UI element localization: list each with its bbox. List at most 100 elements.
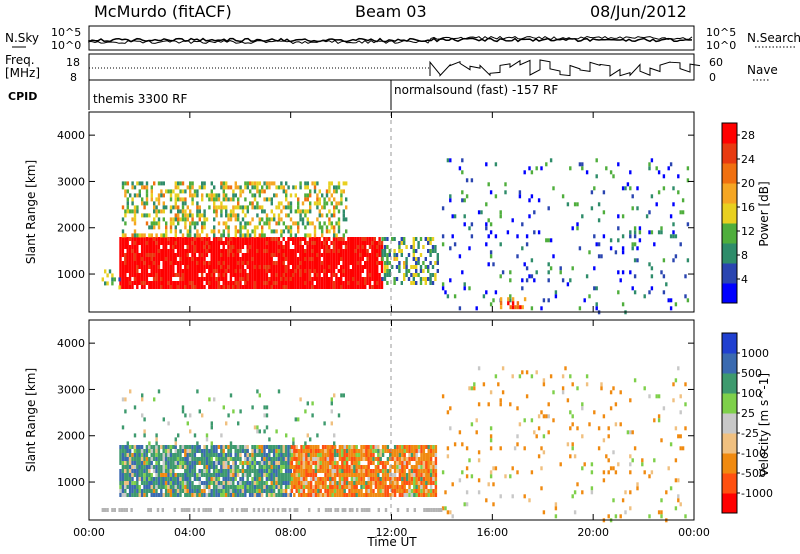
power-cell bbox=[169, 245, 173, 249]
power-cell bbox=[366, 257, 369, 261]
velocity-cell bbox=[509, 402, 512, 407]
power-cell bbox=[241, 253, 245, 257]
velocity-cell bbox=[401, 461, 404, 465]
power-cell bbox=[212, 245, 216, 249]
power-cell bbox=[595, 306, 598, 311]
power-cell bbox=[217, 257, 221, 261]
power-cell bbox=[213, 193, 216, 198]
power-cell bbox=[181, 249, 185, 253]
power-cell bbox=[162, 241, 165, 245]
velocity-cell bbox=[415, 457, 418, 461]
power-cell bbox=[595, 286, 598, 291]
power-cell bbox=[311, 265, 314, 269]
power-cell bbox=[203, 221, 206, 226]
velocity-cell bbox=[362, 445, 366, 449]
velocity-cell bbox=[126, 465, 129, 469]
velocity-cell bbox=[126, 481, 129, 485]
power-cell bbox=[633, 274, 637, 279]
power-cell bbox=[325, 229, 329, 234]
velocity-cell bbox=[140, 493, 144, 497]
velocity-cell bbox=[265, 425, 269, 430]
power-cell bbox=[244, 269, 247, 273]
power-cell bbox=[236, 257, 240, 261]
velocity-cell bbox=[355, 445, 358, 449]
power-cell bbox=[398, 241, 401, 245]
power-cell bbox=[282, 257, 285, 261]
velocity-cell bbox=[244, 449, 247, 453]
power-cell bbox=[446, 158, 450, 163]
velocity-cell bbox=[234, 485, 237, 489]
power-cell bbox=[119, 249, 122, 253]
power-cell bbox=[136, 241, 139, 245]
velocity-cell bbox=[309, 465, 313, 469]
power-cell bbox=[368, 245, 372, 249]
power-cell bbox=[470, 222, 474, 227]
velocity-cell bbox=[133, 461, 137, 465]
power-cell bbox=[631, 206, 634, 211]
velocity-cell bbox=[353, 485, 356, 489]
power-cell bbox=[184, 237, 187, 241]
power-cell bbox=[533, 278, 536, 283]
velocity-cell bbox=[345, 449, 349, 453]
velocity-cell bbox=[184, 449, 187, 453]
velocity-cell bbox=[391, 453, 394, 457]
power-cell bbox=[530, 274, 534, 279]
power-cell bbox=[337, 249, 340, 253]
power-cell bbox=[101, 277, 104, 282]
power-cell bbox=[210, 281, 213, 285]
velocity-cell bbox=[497, 382, 500, 387]
power-cell bbox=[172, 273, 175, 277]
power-cell bbox=[181, 281, 185, 285]
power-cell bbox=[299, 285, 302, 289]
velocity-cell bbox=[200, 481, 204, 485]
power-cell bbox=[412, 245, 415, 249]
velocity-cell bbox=[360, 489, 363, 493]
power-cell bbox=[325, 245, 328, 249]
power-cell bbox=[463, 282, 466, 287]
power-cell bbox=[258, 233, 261, 238]
power-cell bbox=[270, 253, 273, 257]
power-cell bbox=[304, 257, 307, 261]
power-cell bbox=[167, 257, 170, 261]
velocity-cell bbox=[357, 493, 361, 497]
power-cell bbox=[246, 277, 249, 281]
power-cell bbox=[395, 257, 399, 261]
velocity-cell bbox=[393, 469, 397, 473]
velocity-cell bbox=[305, 485, 308, 489]
power-cell bbox=[131, 237, 134, 241]
power-cell bbox=[337, 181, 341, 186]
power-cell bbox=[162, 201, 165, 206]
velocity-cell bbox=[516, 434, 519, 439]
power-cell bbox=[280, 253, 283, 257]
ground-scatter-cell bbox=[428, 508, 431, 512]
power-cell bbox=[549, 266, 553, 271]
velocity-cell bbox=[133, 433, 137, 438]
velocity-cell bbox=[345, 445, 349, 449]
power-cell bbox=[412, 281, 415, 285]
power-cell bbox=[650, 194, 654, 199]
velocity-cell bbox=[489, 470, 493, 475]
power-cell bbox=[376, 253, 379, 257]
ground-scatter-cell bbox=[204, 508, 208, 512]
velocity-cell bbox=[305, 461, 308, 465]
velocity-cell bbox=[362, 449, 366, 453]
velocity-cell bbox=[324, 489, 327, 493]
power-cell bbox=[196, 249, 199, 253]
velocity-cell bbox=[155, 485, 158, 489]
velocity-cell bbox=[217, 469, 221, 473]
velocity-cell bbox=[186, 449, 189, 453]
velocity-cell bbox=[393, 473, 397, 477]
velocity-cell bbox=[282, 473, 285, 477]
power-cell bbox=[373, 241, 376, 245]
power-cell bbox=[547, 206, 550, 211]
power-cell bbox=[265, 285, 269, 289]
power-cell bbox=[136, 193, 139, 198]
power-cell bbox=[196, 277, 199, 281]
velocity-cell bbox=[434, 453, 438, 457]
power-cell bbox=[335, 201, 338, 206]
power-cell bbox=[253, 269, 257, 273]
power-cell bbox=[470, 178, 474, 183]
power-cell bbox=[244, 277, 247, 281]
velocity-cell bbox=[217, 481, 221, 485]
power-cell bbox=[225, 221, 228, 226]
